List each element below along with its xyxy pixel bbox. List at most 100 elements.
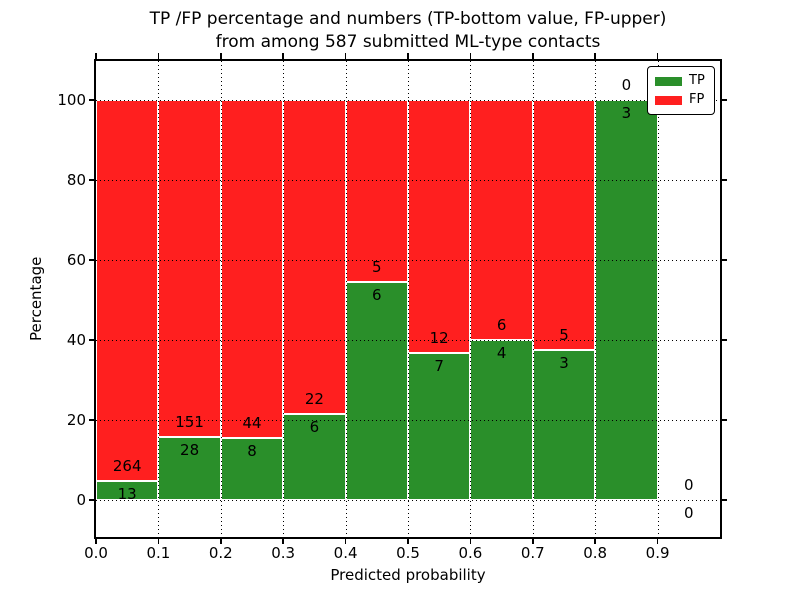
bar-count-label-tp: 0 xyxy=(684,504,694,522)
x-tick-mark-bottom xyxy=(220,538,222,544)
x-tick-mark-bottom xyxy=(95,538,97,544)
legend-label-fp: FP xyxy=(689,92,705,107)
y-tick-mark-right xyxy=(721,259,727,261)
x-axis-label: Predicted probability xyxy=(330,566,486,584)
bar-count-label-tp: 3 xyxy=(559,354,569,372)
bar-segment-fp xyxy=(220,100,284,439)
y-tick-mark-right xyxy=(721,339,727,341)
bar-segment-fp xyxy=(470,100,533,340)
x-tick-mark-top xyxy=(157,53,160,59)
bar-segment-fp xyxy=(158,100,221,438)
bar-count-label-fp: 6 xyxy=(496,316,507,334)
x-tick-mark-top xyxy=(95,53,97,59)
bar-segment-tp xyxy=(532,350,596,500)
x-tick-mark-bottom xyxy=(407,538,409,544)
x-tick-mark-top xyxy=(220,53,222,59)
bar-count-label-tp: 4 xyxy=(496,344,507,362)
bar-count-label-tp: 13 xyxy=(117,485,137,504)
bar-count-label-tp: 8 xyxy=(247,442,257,461)
x-tick-mark-top xyxy=(282,53,284,59)
x-tick-label: 0.8 xyxy=(583,544,608,562)
bar-count-label-fp: 44 xyxy=(242,414,262,433)
y-tick-mark-left xyxy=(89,499,95,501)
bar-count-label-tp: 6 xyxy=(372,285,382,304)
chart-title: TP /FP percentage and numbers (TP-bottom… xyxy=(94,8,722,54)
bar-segment-fp xyxy=(283,100,346,415)
x-tick-label: 0.3 xyxy=(271,544,296,562)
chart-title-line1: TP /FP percentage and numbers (TP-bottom… xyxy=(149,9,667,29)
bar-count-label-tp: 3 xyxy=(621,104,632,122)
x-tick-label: 0.7 xyxy=(520,544,545,562)
y-tick-mark-left xyxy=(89,339,95,341)
x-tick-mark-top xyxy=(407,53,409,59)
bar-count-label-fp: 264 xyxy=(112,457,142,476)
x-tick-label: 0.9 xyxy=(645,544,670,562)
bar-count-label-fp: 0 xyxy=(684,476,694,494)
y-tick-label: 0 xyxy=(76,491,86,509)
bar-count-label-fp: 151 xyxy=(175,413,204,432)
x-tick-mark-bottom xyxy=(532,538,534,544)
y-tick-mark-left xyxy=(89,259,95,261)
y-tick-label: 20 xyxy=(66,411,86,429)
y-tick-label: 40 xyxy=(66,331,86,349)
gridline-vertical xyxy=(470,61,472,537)
bar-count-label-tp: 6 xyxy=(309,418,320,437)
gridline-vertical xyxy=(657,61,659,537)
bar-count-label-fp: 22 xyxy=(304,390,324,409)
x-tick-label: 0.4 xyxy=(333,544,358,562)
legend-row: TP xyxy=(655,74,707,88)
bar-count-label-fp: 5 xyxy=(372,257,382,276)
gridline-vertical xyxy=(283,61,285,537)
x-tick-mark-bottom xyxy=(594,538,596,544)
y-tick-mark-right xyxy=(721,179,727,181)
x-tick-mark-top xyxy=(469,53,472,59)
x-tick-mark-top xyxy=(344,53,347,59)
legend-label-tp: TP xyxy=(689,73,705,88)
y-tick-mark-right xyxy=(721,419,727,421)
x-tick-mark-bottom xyxy=(282,538,284,544)
bar-segment-fp xyxy=(96,100,159,482)
x-tick-label: 0.0 xyxy=(84,544,108,562)
bar-count-label-tp: 28 xyxy=(180,441,200,460)
x-tick-mark-top xyxy=(532,53,534,59)
x-tick-mark-bottom xyxy=(344,538,347,544)
gridline-vertical xyxy=(532,61,534,537)
gridline-vertical xyxy=(408,61,409,537)
bar-segment-fp xyxy=(532,100,596,350)
bar-segment-tp xyxy=(158,437,221,500)
bar-count-label-fp: 12 xyxy=(429,328,449,347)
legend-swatch-tp xyxy=(655,76,682,86)
bar-count-label-tp: 7 xyxy=(434,356,444,375)
legend-row: FP xyxy=(655,93,707,107)
gridline-vertical xyxy=(158,61,160,537)
x-tick-mark-bottom xyxy=(157,538,160,544)
gridline-vertical xyxy=(345,61,347,537)
x-tick-label: 0.2 xyxy=(208,544,233,562)
chart-title-line2: from among 587 submitted ML-type contact… xyxy=(215,32,601,52)
y-axis-label: Percentage xyxy=(27,256,45,342)
x-tick-label: 0.1 xyxy=(146,544,171,562)
x-tick-mark-top xyxy=(656,53,659,59)
x-tick-label: 0.5 xyxy=(396,544,420,562)
bar-segment-tp xyxy=(96,481,159,500)
x-tick-mark-bottom xyxy=(469,538,472,544)
legend-swatch-fp xyxy=(655,95,682,105)
y-tick-label: 60 xyxy=(66,251,86,269)
legend: TP FP xyxy=(647,66,715,115)
bar-count-label-fp: 5 xyxy=(559,326,569,344)
y-tick-mark-left xyxy=(89,99,95,101)
y-tick-mark-right xyxy=(721,499,727,501)
y-tick-mark-left xyxy=(89,419,95,421)
y-tick-mark-right xyxy=(721,99,727,101)
bar-segment-tp xyxy=(595,100,658,500)
x-tick-label: 0.6 xyxy=(458,544,483,562)
bar-segment-tp xyxy=(408,352,471,500)
x-tick-mark-bottom xyxy=(656,538,659,544)
y-tick-label: 80 xyxy=(66,171,86,189)
gridline-vertical xyxy=(220,61,222,537)
y-tick-label: 100 xyxy=(57,91,86,109)
bar-segment-fp xyxy=(345,100,408,282)
x-tick-mark-top xyxy=(594,53,596,59)
bar-segment-fp xyxy=(408,100,471,353)
